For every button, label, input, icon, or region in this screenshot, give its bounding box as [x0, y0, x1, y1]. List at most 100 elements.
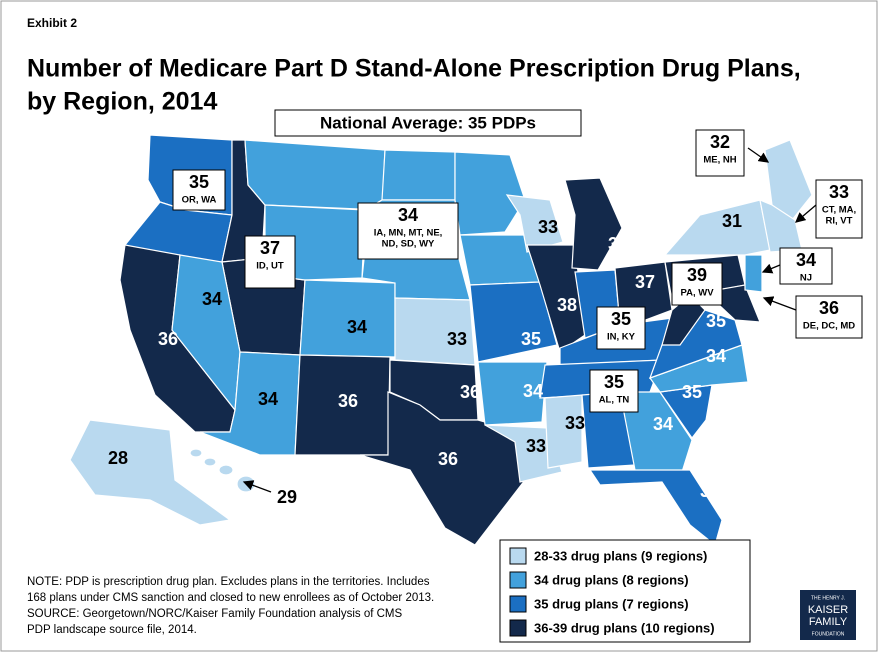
region-value: 35: [604, 372, 624, 392]
state: [484, 424, 563, 483]
region-value: 35: [682, 382, 702, 402]
region-value: 36: [819, 298, 839, 318]
region-value: 35: [706, 311, 726, 331]
region-value: 35: [189, 172, 209, 192]
region-states: ID, UT: [256, 261, 284, 272]
region-value: 33: [565, 413, 585, 433]
region-value: 37: [635, 272, 655, 292]
arrow: [242, 480, 272, 493]
legend-label: 34 drug plans (8 regions): [534, 572, 689, 587]
region-states: AL, TN: [599, 395, 630, 406]
region-value: 38: [557, 295, 577, 315]
region-value: 36: [438, 449, 458, 469]
state: [69, 419, 232, 526]
region-value: 34: [653, 414, 673, 434]
region-value: 33: [538, 217, 558, 237]
exhibit-label: Exhibit 2: [27, 16, 77, 30]
average-box: [274, 109, 582, 137]
region-value: 36: [460, 382, 480, 402]
note-line: SOURCE: Georgetown/NORC/Kaiser Family Fo…: [27, 608, 402, 620]
notes: NOTE: PDP is prescription drug plan. Exc…: [27, 576, 434, 636]
region-states: DE, DC, MD: [803, 321, 855, 332]
region-value: 35: [700, 481, 720, 501]
region-value: 35: [611, 309, 631, 329]
state: [744, 254, 763, 293]
state: [236, 475, 256, 493]
state: [564, 177, 623, 271]
state: [588, 469, 723, 547]
label-box: [596, 306, 646, 350]
region-value: 34: [796, 250, 816, 270]
region-value: 34: [398, 205, 418, 225]
state: [381, 149, 456, 201]
legend-label: 36-39 drug plans (10 regions): [534, 620, 715, 635]
region-value: 33: [829, 182, 849, 202]
arrow: [795, 204, 817, 223]
region-value: 31: [722, 211, 742, 231]
state: [454, 151, 526, 236]
legend-label: 28-33 drug plans (9 regions): [534, 548, 707, 563]
region-value: 35: [521, 329, 541, 349]
logo: [800, 590, 856, 640]
legend-swatch: [509, 571, 527, 589]
region-states: CT, MA,: [822, 205, 856, 216]
region-value: 32: [710, 132, 730, 152]
region-value: 33: [526, 436, 546, 456]
label-box: [357, 202, 459, 260]
region-value: 36: [608, 234, 628, 254]
state: [764, 139, 813, 221]
legend-swatch: [509, 595, 527, 613]
legend-swatch: [509, 547, 527, 565]
state: [189, 448, 203, 458]
region-states: IA, MN, MT, NE,: [374, 228, 443, 239]
label-box: [589, 369, 639, 413]
region-value: 39: [687, 265, 707, 285]
label-box: [779, 247, 833, 285]
region-value: 29: [277, 487, 297, 507]
label-box: [671, 262, 723, 306]
region-value: 34: [706, 346, 726, 366]
state: [469, 281, 558, 363]
region-states: RI, VT: [826, 216, 853, 227]
region-states: ND, SD, WY: [382, 239, 435, 250]
arrow: [762, 296, 797, 311]
note-line: PDP landscape source file, 2014.: [27, 624, 197, 636]
label-box: [795, 295, 863, 339]
label-box: [815, 179, 863, 239]
region-value: 34: [523, 381, 543, 401]
region-value: 34: [347, 317, 367, 337]
legend-swatch: [509, 619, 527, 637]
state: [544, 394, 583, 469]
region-states: NJ: [800, 273, 812, 284]
note-line: 168 plans under CMS sanction and closed …: [27, 592, 434, 604]
region-value: 37: [260, 238, 280, 258]
state: [477, 361, 548, 426]
region-states: IN, KY: [607, 332, 636, 343]
legend-label: 35 drug plans (7 regions): [534, 596, 689, 611]
region-labels: 35 OR, WA 37 ID, UT 34 IA, MN, MT, NE,ND, SD,…: [108, 129, 863, 507]
state: [203, 457, 217, 467]
region-value: 36: [158, 329, 178, 349]
state: [759, 199, 803, 253]
logo-line: FAMILY: [809, 616, 848, 628]
region-value: 33: [447, 329, 467, 349]
logo-line: THE HENRY J.: [811, 595, 845, 601]
logo-line: KAISER: [808, 604, 848, 616]
region-value: 28: [108, 448, 128, 468]
logo-line: FOUNDATION: [812, 631, 845, 637]
legend: [499, 539, 751, 643]
region-value: 34: [202, 289, 222, 309]
arrow: [747, 147, 770, 163]
label-box: [695, 129, 745, 177]
region-value: 36: [338, 391, 358, 411]
legend-items: 28-33 drug plans (9 regions) 34 drug plan…: [509, 547, 715, 637]
label-box: [244, 235, 296, 289]
region-states: OR, WA: [182, 195, 217, 206]
title: by Region, 2014: [27, 88, 217, 116]
region-states: PA, WV: [680, 288, 714, 299]
arrow: [761, 263, 781, 274]
state: [244, 139, 386, 211]
label-box: [172, 169, 226, 211]
